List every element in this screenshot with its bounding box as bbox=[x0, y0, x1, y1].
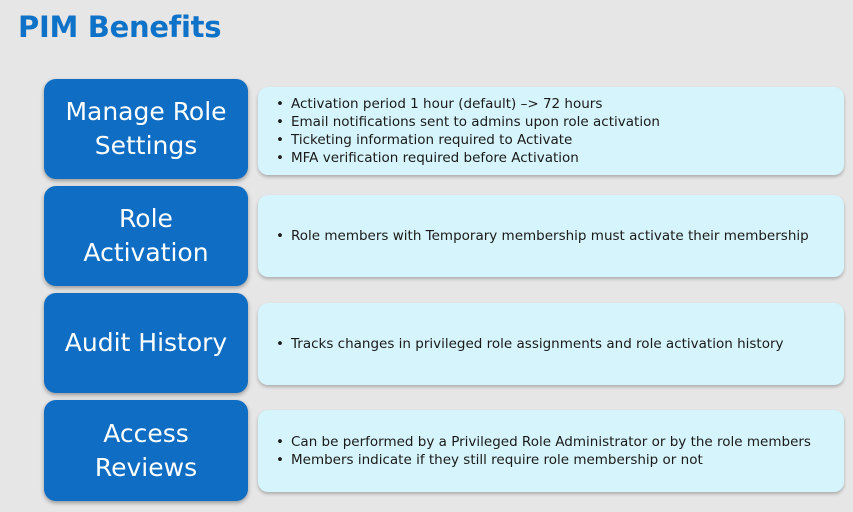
benefit-label-box: Role Activation bbox=[44, 186, 248, 286]
benefit-label-box: Manage Role Settings bbox=[44, 79, 248, 179]
bullet-item: MFA verification required before Activat… bbox=[276, 149, 828, 167]
bullet-item: Activation period 1 hour (default) –> 72… bbox=[276, 95, 828, 113]
benefit-label-line: Activation bbox=[83, 238, 209, 267]
bullet-list: Role members with Temporary membership m… bbox=[276, 227, 828, 245]
bullet-item: Role members with Temporary membership m… bbox=[276, 227, 828, 245]
benefit-label-line: Manage Role bbox=[65, 97, 227, 126]
bullet-item: Ticketing information required to Activa… bbox=[276, 131, 828, 149]
benefit-label-line: Settings bbox=[94, 131, 198, 160]
benefit-label-line: Role bbox=[119, 204, 173, 233]
bullet-list: Activation period 1 hour (default) –> 72… bbox=[276, 95, 828, 167]
bullet-item: Members indicate if they still require r… bbox=[276, 451, 828, 469]
benefit-details-panel: Tracks changes in privileged role assign… bbox=[258, 303, 844, 385]
benefit-label-line: Access bbox=[103, 418, 189, 448]
bullet-list: Can be performed by a Privileged Role Ad… bbox=[276, 433, 828, 469]
bullet-item: Email notifications sent to admins upon … bbox=[276, 113, 828, 131]
benefit-label-box: Audit History bbox=[44, 293, 248, 393]
benefit-details-panel: Role members with Temporary membership m… bbox=[258, 195, 844, 277]
bullet-item: Can be performed by a Privileged Role Ad… bbox=[276, 433, 828, 451]
benefit-details-panel: Can be performed by a Privileged Role Ad… bbox=[258, 410, 844, 492]
page-title: PIM Benefits bbox=[18, 10, 222, 44]
bullet-item: Tracks changes in privileged role assign… bbox=[276, 335, 828, 353]
benefit-details-panel: Activation period 1 hour (default) –> 72… bbox=[258, 87, 844, 175]
benefit-label-line: Reviews bbox=[94, 452, 198, 482]
benefit-label-box: Access Reviews bbox=[44, 400, 248, 501]
bullet-list: Tracks changes in privileged role assign… bbox=[276, 335, 828, 353]
benefit-label-line: Audit History bbox=[64, 328, 228, 357]
